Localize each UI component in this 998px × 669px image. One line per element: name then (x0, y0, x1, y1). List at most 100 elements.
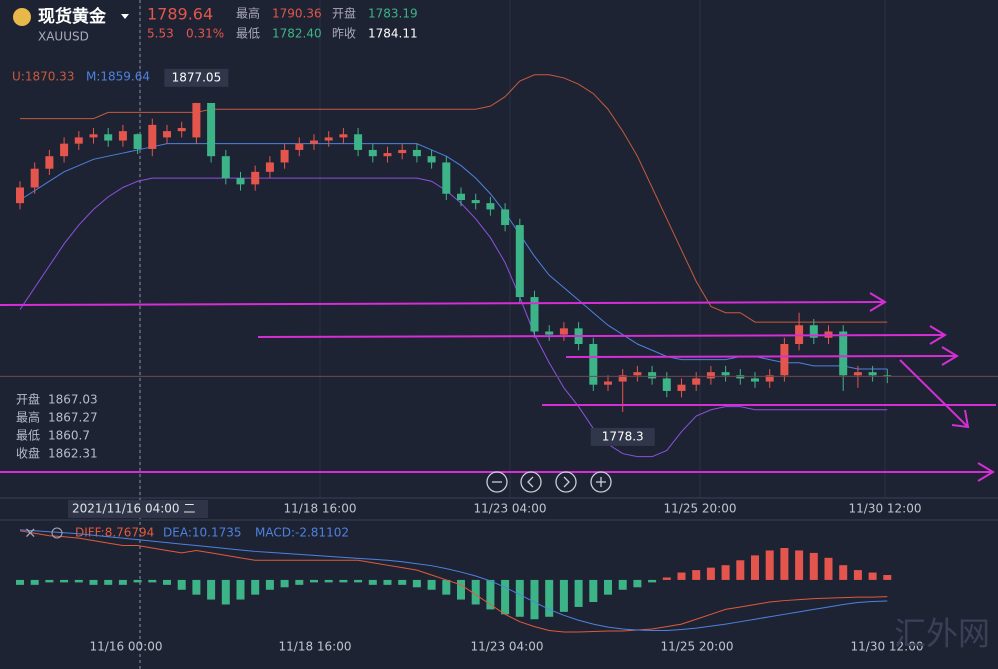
candle-body (280, 149, 289, 163)
gold-icon (13, 8, 31, 26)
candle-body (148, 124, 157, 149)
macd-bar (442, 579, 451, 595)
macd-bar (412, 579, 421, 588)
macd-bar (265, 579, 274, 590)
macd-bar (883, 575, 892, 580)
macd-label: MACD:-2.81102 (255, 526, 349, 540)
watermark: 汇外网 (894, 615, 990, 653)
macd-bar (221, 579, 230, 605)
macd-bar (501, 579, 510, 615)
macd-bar (163, 579, 171, 585)
candle-body (589, 343, 598, 385)
band-line (19, 177, 888, 458)
candle-body (177, 128, 186, 132)
candle-body (89, 134, 98, 138)
macd-bar (795, 550, 804, 580)
candle-body (662, 378, 671, 391)
macd-bar (574, 579, 583, 607)
hover-label: 最高 (16, 410, 40, 425)
label-box (164, 68, 229, 87)
macd-bar (618, 579, 627, 590)
macd-bar (648, 579, 657, 583)
candle-body (677, 384, 686, 391)
label-box (590, 427, 655, 446)
candle-body (192, 102, 201, 138)
last-price: 1789.64 (147, 5, 213, 24)
candle-body (310, 140, 318, 144)
candle-body (118, 131, 127, 141)
candle-body (868, 372, 877, 376)
candle-body (530, 297, 539, 332)
legend-entry: U:1870.33 (12, 70, 74, 84)
hover-value: 1862.31 (48, 447, 98, 461)
candle-body (30, 168, 39, 188)
macd-bar (677, 572, 686, 580)
label: 开盘 (332, 6, 356, 21)
candle-body (692, 378, 701, 385)
hover-label: 最低 (16, 429, 40, 443)
band-line (20, 74, 888, 323)
dropdown[interactable] (121, 14, 129, 19)
macd-bar (868, 572, 877, 580)
candle-body (501, 209, 510, 226)
candle-body (457, 193, 465, 201)
candle-body (60, 143, 69, 157)
macd-bar (398, 579, 407, 585)
candle-body (295, 143, 304, 150)
candle-body (427, 156, 436, 163)
candle-body (559, 328, 568, 335)
change: 5.53 (147, 27, 174, 41)
label: 最高 (236, 6, 260, 21)
x-tick-label: 11/25 20:00 (661, 640, 734, 654)
candle-body (324, 137, 333, 141)
macd-bar (545, 579, 554, 617)
legend-entry: DEA:10.1735 (163, 526, 242, 540)
grid (139, 0, 886, 498)
macd-bar (633, 579, 642, 588)
value: 1784.11 (368, 27, 418, 41)
candle-body (163, 131, 171, 138)
macd-bar (118, 579, 127, 585)
macd-bar (368, 579, 377, 585)
macd-bar (354, 579, 363, 583)
candle-body (618, 375, 627, 382)
candle-body (412, 149, 421, 157)
candle-body (721, 372, 730, 376)
macd-bar (457, 579, 465, 600)
macd-bar (559, 579, 568, 612)
macd-line (19, 530, 888, 633)
macd-bar (604, 579, 612, 595)
macd-bar (692, 570, 701, 580)
candle-body (398, 149, 407, 154)
close-icon[interactable]: × (24, 524, 37, 542)
candle-body (515, 225, 524, 298)
macd-bar (133, 579, 142, 583)
value: 1790.36 (272, 7, 322, 21)
instrument-name[interactable]: 现货黄金 (38, 6, 107, 27)
drawings (0, 292, 996, 482)
candle-body (648, 372, 657, 379)
candle-body (45, 156, 54, 169)
zoom-controls[interactable] (486, 471, 612, 493)
label: 最低 (236, 27, 260, 41)
macd-bar (148, 579, 157, 583)
macd-bar (721, 565, 730, 580)
macd-bar (530, 579, 539, 620)
hover-time: 2021/11/16 04:00 二 (72, 502, 195, 516)
hover-value: 1860.7 (48, 429, 90, 443)
candle-body (471, 200, 480, 204)
candle-body (236, 178, 245, 185)
candle-body (765, 375, 774, 382)
candle-body (16, 187, 24, 204)
candle-body (809, 325, 818, 338)
macd-bar (89, 579, 98, 585)
low-label: 1778.3 (602, 429, 644, 443)
settings-icon[interactable] (51, 527, 63, 539)
hover-label: 收盘 (16, 446, 40, 461)
candle-body (633, 372, 642, 376)
candle-body (751, 378, 759, 382)
time-box (68, 500, 208, 518)
candle-body (207, 102, 216, 157)
